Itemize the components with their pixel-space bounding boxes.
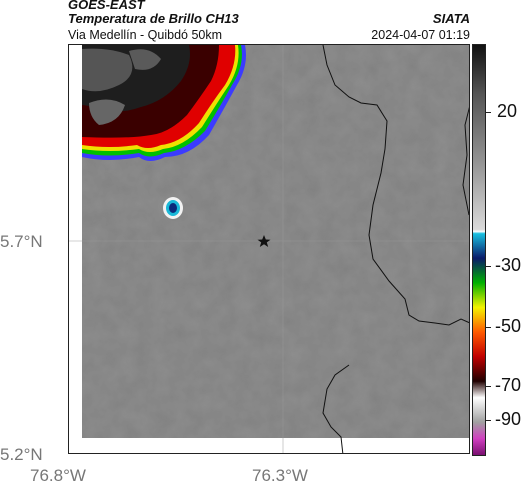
lat-label: 5.2°N <box>0 445 43 464</box>
small-cold-cell <box>163 197 183 219</box>
product-title: Temperatura de Brillo CH13 <box>68 11 239 26</box>
border-line-2 <box>462 106 469 216</box>
colorbar-label: 20 <box>497 101 518 121</box>
source-label: SIATA <box>432 11 470 26</box>
convective-cloud <box>82 45 246 161</box>
star-marker <box>257 235 271 247</box>
lon-label: 76.3°W <box>252 466 308 485</box>
satellite-map[interactable] <box>68 44 470 454</box>
colorbar-label: -50 <box>495 316 522 336</box>
colorbar-label: -30 <box>495 255 522 275</box>
route-subtitle: Via Medellín - Quibdó 50km <box>68 28 223 42</box>
lon-label: 76.8°W <box>30 466 86 485</box>
lat-label: 5.7°N <box>0 232 43 251</box>
colorbar <box>472 44 486 456</box>
satellite-name: GOES-EAST <box>68 0 145 12</box>
border-line-3 <box>322 364 350 453</box>
map-canvas <box>69 45 469 453</box>
colorbar-label: -70 <box>495 375 522 395</box>
colorbar-label: -90 <box>495 409 522 429</box>
timestamp: 2024-04-07 01:19 <box>371 28 470 42</box>
border-line <box>322 45 469 326</box>
